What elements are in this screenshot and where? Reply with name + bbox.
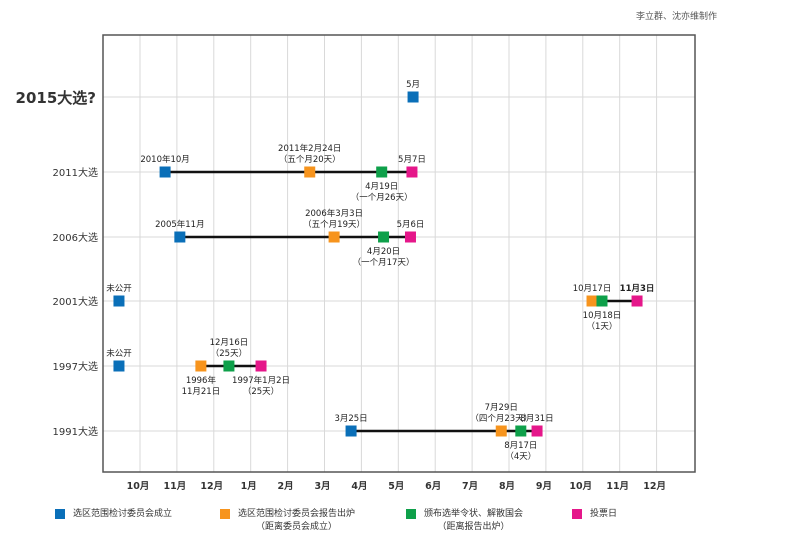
marker-committee-formed — [113, 295, 125, 307]
marker-committee-formed — [345, 425, 357, 437]
legend-item-report-released: 选区范围检讨委员会报告出炉 （距离委员会成立） — [220, 508, 355, 534]
event-label: （一个月17天） — [353, 257, 415, 268]
marker-parliament-dissolved — [596, 295, 608, 307]
event-label: 4月19日 — [365, 182, 398, 192]
marker-parliament-dissolved — [515, 425, 527, 437]
event-label: 12月16日 — [210, 338, 249, 348]
marker-report-released — [328, 231, 340, 243]
event-label: （25天） — [243, 386, 279, 397]
x-tick-label: 7月 — [462, 481, 478, 492]
marker-parliament-dissolved — [378, 231, 390, 243]
row-label: 1991大选 — [53, 425, 98, 438]
event-label: 未公开 — [106, 348, 132, 359]
legend-swatch-orange — [220, 509, 230, 519]
row-label: 2006大选 — [53, 231, 98, 244]
row-label: 2011大选 — [53, 166, 98, 179]
event-label: 11月3日 — [620, 284, 655, 294]
event-label: 2011年2月24日 — [278, 143, 341, 154]
legend-label: 选区范围检讨委员会成立 — [73, 509, 173, 519]
event-label: （1天） — [587, 321, 618, 332]
x-tick-label: 12月 — [200, 481, 223, 492]
event-label: （五个月19天） — [303, 219, 365, 230]
marker-parliament-dissolved — [223, 360, 235, 372]
event-label: 11月21日 — [182, 387, 221, 397]
event-label: 10月18日 — [583, 311, 622, 321]
legend-label: 颁布选举令状、解散国会 — [424, 509, 524, 519]
event-label: 2010年10月 — [140, 154, 189, 165]
x-tick-label: 5月 — [388, 481, 404, 492]
marker-report-released — [495, 425, 507, 437]
legend-swatch-blue — [55, 509, 65, 519]
x-tick-labels: 10月 11月 12月 1月 2月 3月 4月 5月 6月 7月 8月 9月 10月 11月 12月 — [127, 481, 666, 492]
x-tick-label: 11月 — [164, 481, 187, 492]
x-tick-label: 2月 — [278, 481, 294, 492]
event-label: 2005年11月 — [155, 219, 204, 230]
marker-committee-formed — [174, 231, 186, 243]
legend-label: 选区范围检讨委员会报告出炉 — [238, 509, 356, 519]
x-tick-label: 11月 — [606, 481, 629, 492]
event-label: 2006年3月3日 — [305, 208, 363, 219]
marker-report-released — [195, 360, 207, 372]
marker-polling-day — [255, 360, 267, 372]
marker-report-released — [586, 295, 598, 307]
x-tick-label: 4月 — [351, 481, 367, 492]
marker-committee-formed — [113, 360, 125, 372]
event-label: （25天） — [211, 348, 247, 359]
marker-parliament-dissolved — [376, 166, 388, 178]
x-tick-label: 10月 — [127, 481, 150, 492]
row-label: 1997大选 — [53, 360, 98, 373]
event-label: （五个月20天） — [279, 154, 341, 165]
legend-item-committee-formed: 选区范围检讨委员会成立 — [55, 508, 172, 521]
event-label: （一个月26天） — [351, 192, 413, 203]
marker-polling-day — [631, 295, 643, 307]
x-tick-label: 10月 — [569, 481, 592, 492]
marker-committee-formed — [159, 166, 171, 178]
legend-sublabel: （距离报告出炉） — [437, 522, 510, 532]
event-label: 7月29日 — [485, 403, 518, 413]
x-tick-label: 1月 — [241, 481, 257, 492]
legend-item-polling-day: 投票日 — [572, 508, 617, 521]
legend-swatch-green — [406, 509, 416, 519]
event-label: 3月25日 — [334, 414, 367, 424]
event-label: 8月17日 — [504, 441, 537, 451]
marker-polling-day — [406, 166, 418, 178]
marker-polling-day — [404, 231, 416, 243]
event-label: 1997年1月2日 — [232, 375, 290, 386]
legend-item-parliament-dissolved: 颁布选举令状、解散国会 （距离报告出炉） — [406, 508, 523, 534]
event-label: （四个月23天） — [470, 413, 532, 424]
marker-committee-formed — [407, 91, 419, 103]
credit-text: 李立群、沈亦维制作 — [636, 12, 718, 22]
event-label: 1996年 — [186, 375, 217, 386]
marker-polling-day — [531, 425, 543, 437]
legend-sublabel: （距离委员会成立） — [256, 522, 338, 532]
legend-label: 投票日 — [590, 509, 618, 519]
row-label: 2001大选 — [53, 295, 98, 308]
x-tick-label: 6月 — [425, 481, 441, 492]
x-tick-label: 9月 — [536, 481, 552, 492]
x-tick-label: 3月 — [314, 481, 330, 492]
event-label: 未公开 — [106, 283, 132, 294]
legend-swatch-magenta — [572, 509, 582, 519]
event-label: 5月7日 — [398, 155, 426, 165]
event-label: 5月 — [406, 80, 420, 90]
row-labels: 2015大选? 2011大选 2006大选 2001大选 1997大选 1991大选 — [16, 89, 98, 438]
marker-report-released — [304, 166, 316, 178]
event-markers — [113, 91, 643, 437]
x-tick-label: 12月 — [643, 481, 666, 492]
event-label: 10月17日 — [573, 284, 612, 294]
row-label: 2015大选? — [16, 89, 96, 107]
chart-frame — [102, 34, 696, 473]
x-tick-label: 8月 — [499, 481, 515, 492]
event-label: 4月20日 — [367, 247, 400, 257]
event-labels: 5月 2010年10月 2011年2月24日（五个月20天） 4月19日（一个月26天… — [106, 80, 654, 462]
event-label: （4天） — [505, 451, 536, 462]
event-label: 5月6日 — [397, 220, 425, 230]
event-label: 8月31日 — [520, 414, 553, 424]
